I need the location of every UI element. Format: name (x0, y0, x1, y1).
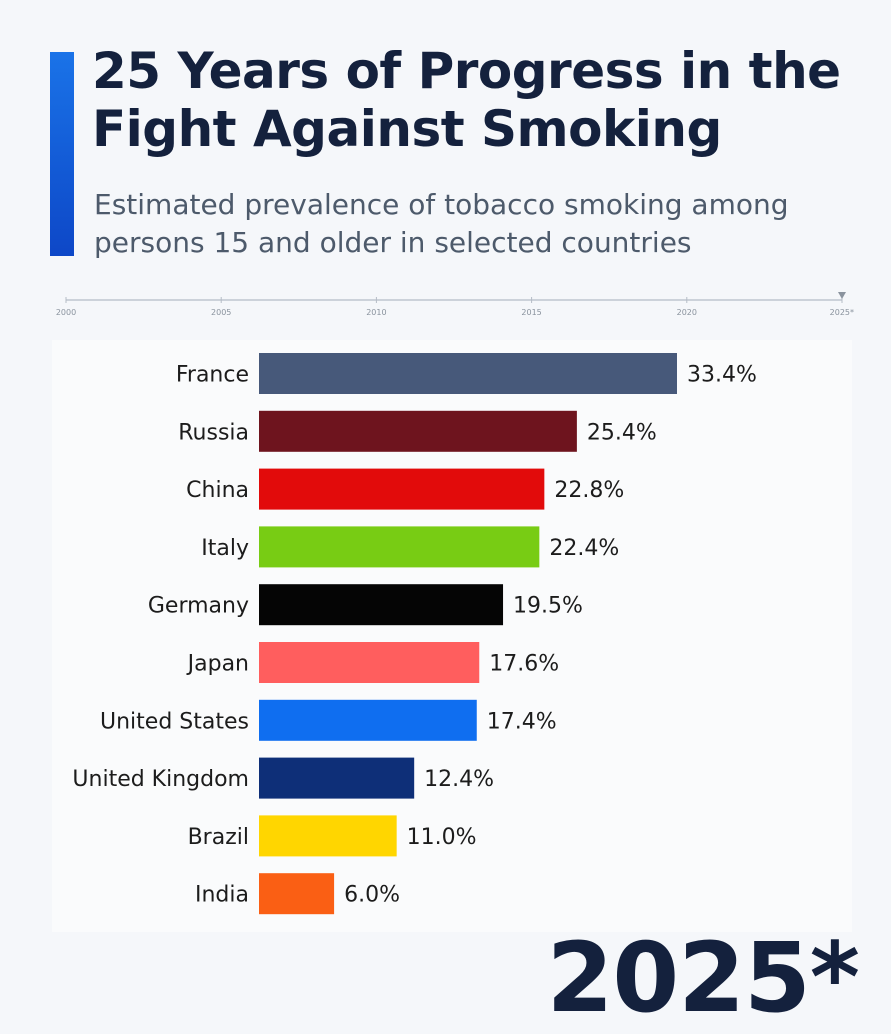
bar (259, 584, 504, 626)
category-label: India (195, 883, 249, 908)
timeline-tick-label: 2020 (677, 308, 697, 317)
timeline-tick-label: 2025* (830, 308, 854, 317)
value-label: 19.5% (513, 594, 583, 619)
value-label: 33.4% (687, 363, 757, 388)
bar (259, 526, 540, 568)
bar (259, 410, 577, 452)
bar (259, 642, 480, 683)
bar-chart: France 33.4% Russia 25.4% China 22.8% Italy 22.… (52, 340, 852, 932)
bar (259, 468, 545, 510)
bar (259, 815, 397, 857)
timeline-svg: 2000 2005 2010 2015 2020 2025* (56, 292, 854, 317)
category-label: France (176, 363, 249, 388)
value-label: 11.0% (407, 825, 477, 850)
bar (259, 873, 335, 915)
category-label: China (186, 478, 249, 503)
value-label: 12.4% (424, 767, 494, 792)
timeline-handle-icon[interactable] (838, 292, 846, 299)
chart-subtitle: Estimated prevalence of tobacco smoking … (94, 188, 789, 259)
timeline-tick-label: 2005 (211, 308, 231, 317)
value-label: 17.6% (489, 652, 559, 677)
bar-chart-svg: France 33.4% Russia 25.4% China 22.8% Italy 22.… (72, 353, 757, 915)
category-label: Italy (201, 536, 249, 561)
timeline-tick-label: 2000 (56, 308, 76, 317)
category-label: Russia (178, 420, 249, 445)
bar (259, 353, 677, 394)
accent-bar (50, 52, 74, 256)
category-label: United States (100, 709, 249, 734)
value-label: 22.8% (554, 478, 624, 503)
timeline-slider[interactable]: 2000 2005 2010 2015 2020 2025* (0, 288, 891, 324)
category-label: Brazil (188, 825, 249, 850)
bar (259, 699, 477, 741)
category-label: United Kingdom (72, 767, 249, 792)
chart-title: 25 Years of Progress in the Fight Agains… (92, 42, 841, 158)
timeline-tick-label: 2015 (521, 308, 541, 317)
value-label: 22.4% (549, 536, 619, 561)
value-label: 25.4% (587, 420, 657, 445)
category-label: Japan (186, 652, 249, 677)
value-label: 17.4% (487, 709, 557, 734)
bar (259, 757, 415, 799)
category-label: Germany (148, 594, 249, 619)
value-label: 6.0% (344, 883, 400, 908)
timeline-tick-label: 2010 (366, 308, 386, 317)
current-year-label: 2025* (546, 922, 860, 1034)
